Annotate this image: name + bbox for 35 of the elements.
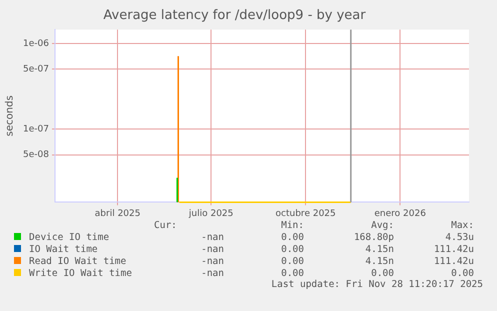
y-axis-title: seconds [4, 95, 16, 136]
text: Last update: Fri Nov 28 11:20:17 2025 [270, 279, 484, 290]
text: 4.15n [364, 244, 394, 255]
legend-label: Device IO time [28, 232, 110, 243]
legend-label: IO Wait time [28, 244, 99, 255]
x-tick-label: abril 2025 [94, 208, 140, 219]
y-tick-label: 5e-08 [22, 150, 50, 160]
text: -nan [200, 244, 224, 255]
text: 0.00 [280, 244, 304, 255]
text: -nan [200, 268, 224, 279]
x-tick-label: octubre 2025 [276, 208, 336, 219]
chart-title: Average latency for /dev/loop9 - by year [103, 8, 366, 24]
text: 111.42u [432, 244, 474, 255]
text: 4.53u [444, 232, 474, 243]
text: 0.00 [450, 268, 474, 279]
x-tick-label: enero 2026 [374, 208, 426, 219]
text: 0.00 [370, 268, 394, 279]
legend-label: Write IO Wait time [28, 268, 133, 279]
text: 0.00 [280, 232, 304, 243]
text: -nan [200, 256, 224, 267]
y-tick-label: 1e-07 [22, 124, 49, 134]
text: 0.00 [280, 268, 304, 279]
text: 168.80p [352, 232, 394, 243]
text: Avg: [370, 220, 394, 231]
text: Cur: [154, 220, 178, 231]
x-tick-label: julio 2025 [188, 208, 234, 219]
text: 0.00 [280, 256, 304, 267]
text: Min: [280, 220, 304, 231]
legend-label: Read IO Wait time [28, 256, 128, 267]
text: 111.42u [432, 256, 474, 267]
text: Max: [450, 220, 474, 231]
y-tick-label: 1e-06 [22, 38, 50, 49]
text: -nan [200, 232, 224, 243]
y-tick-label: 5e-07 [22, 64, 49, 75]
text: 4.15n [364, 256, 394, 267]
